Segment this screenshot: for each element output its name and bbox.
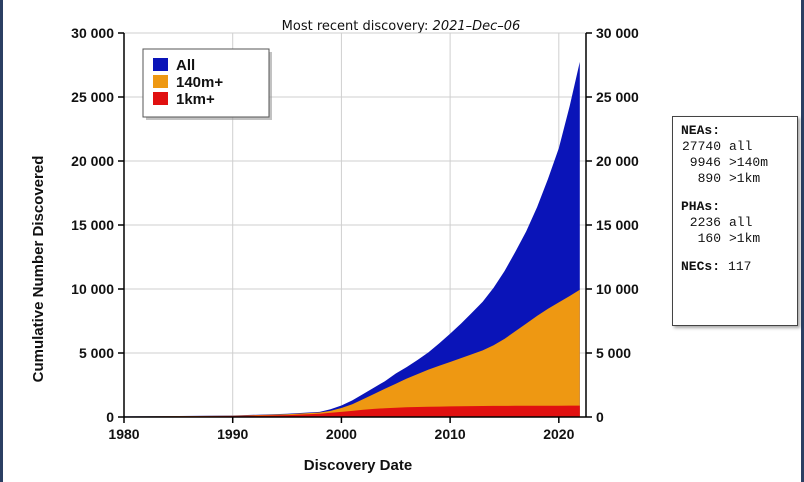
area-series-0: [124, 61, 580, 418]
nea-count: 890: [697, 171, 721, 186]
phas-header: PHAs:: [681, 199, 721, 214]
legend-label: 140m+: [176, 74, 223, 91]
necs-header: NECs:: [681, 259, 721, 274]
y-tick-label-left: 0: [106, 409, 114, 425]
pha-count: 2236: [689, 215, 721, 230]
x-tick-label: 2000: [326, 426, 357, 442]
y-tick-label-right: 15 000: [596, 217, 639, 233]
legend-label: 1km+: [176, 91, 215, 108]
neas-header: NEAs:: [681, 123, 721, 138]
chart-subtitle: Most recent discovery: 2021–Dec–06: [282, 19, 521, 34]
legend-label: All: [176, 57, 195, 74]
pha-count: 160: [697, 231, 721, 246]
subtitle-date: 2021–Dec–06: [433, 19, 521, 34]
area-series-2: [124, 405, 580, 417]
nec-row: NECs: 117: [681, 259, 797, 275]
area-series-1: [124, 289, 580, 417]
y-tick-label-left: 25 000: [71, 89, 114, 105]
nea-label: >1km: [729, 171, 761, 186]
nea-count: 27740: [681, 139, 721, 154]
nea-count: 9946: [689, 155, 721, 170]
nea-row-140m: 9946 >140m: [681, 155, 797, 171]
nea-row-all: 27740 all: [681, 139, 797, 155]
x-axis-title: Discovery Date: [304, 457, 412, 474]
y-tick-label-left: 15 000: [71, 217, 114, 233]
nea-label: >140m: [729, 155, 769, 170]
plot-areas: [124, 61, 580, 418]
nea-label: all: [729, 139, 753, 154]
x-tick-label: 2010: [435, 426, 466, 442]
y-tick-label-left: 30 000: [71, 25, 114, 41]
pha-row-all: 2236 all: [681, 215, 797, 231]
x-tick-label: 1990: [217, 426, 248, 442]
pha-row-1km: 160 >1km: [681, 231, 797, 247]
stats-box: NEAs: 27740 all 9946 >140m 890 >1km PHAs: 2…: [672, 116, 798, 326]
y-tick-label-right: 30 000: [596, 25, 639, 41]
legend-swatch: [153, 92, 168, 105]
chart: Most recent discovery: 2021–Dec–06 0 0 5 0…: [30, 19, 639, 474]
x-tick-label: 1980: [108, 426, 139, 442]
y-tick-label-right: 0: [596, 409, 604, 425]
y-tick-label-right: 20 000: [596, 153, 639, 169]
y-tick-label-right: 25 000: [596, 89, 639, 105]
y-tick-label-right: 5 000: [596, 345, 631, 361]
y-tick-label-left: 10 000: [71, 281, 114, 297]
pha-label: >1km: [729, 231, 761, 246]
y-tick-label-left: 5 000: [79, 345, 114, 361]
pha-label: all: [729, 215, 753, 230]
y-axis-title: Cumulative Number Discovered: [30, 156, 47, 383]
necs-count: 117: [728, 259, 752, 274]
y-tick-label-right: 10 000: [596, 281, 639, 297]
x-tick-label: 2020: [543, 426, 574, 442]
subtitle-prefix: Most recent discovery:: [282, 19, 433, 34]
y-tick-label-left: 20 000: [71, 153, 114, 169]
nea-row-1km: 890 >1km: [681, 171, 797, 187]
legend-swatch: [153, 75, 168, 88]
legend-swatch: [153, 58, 168, 71]
axes: 0 0 5 000 5 000 10 000 10 000 15 000 15 000 20 0…: [71, 25, 639, 442]
